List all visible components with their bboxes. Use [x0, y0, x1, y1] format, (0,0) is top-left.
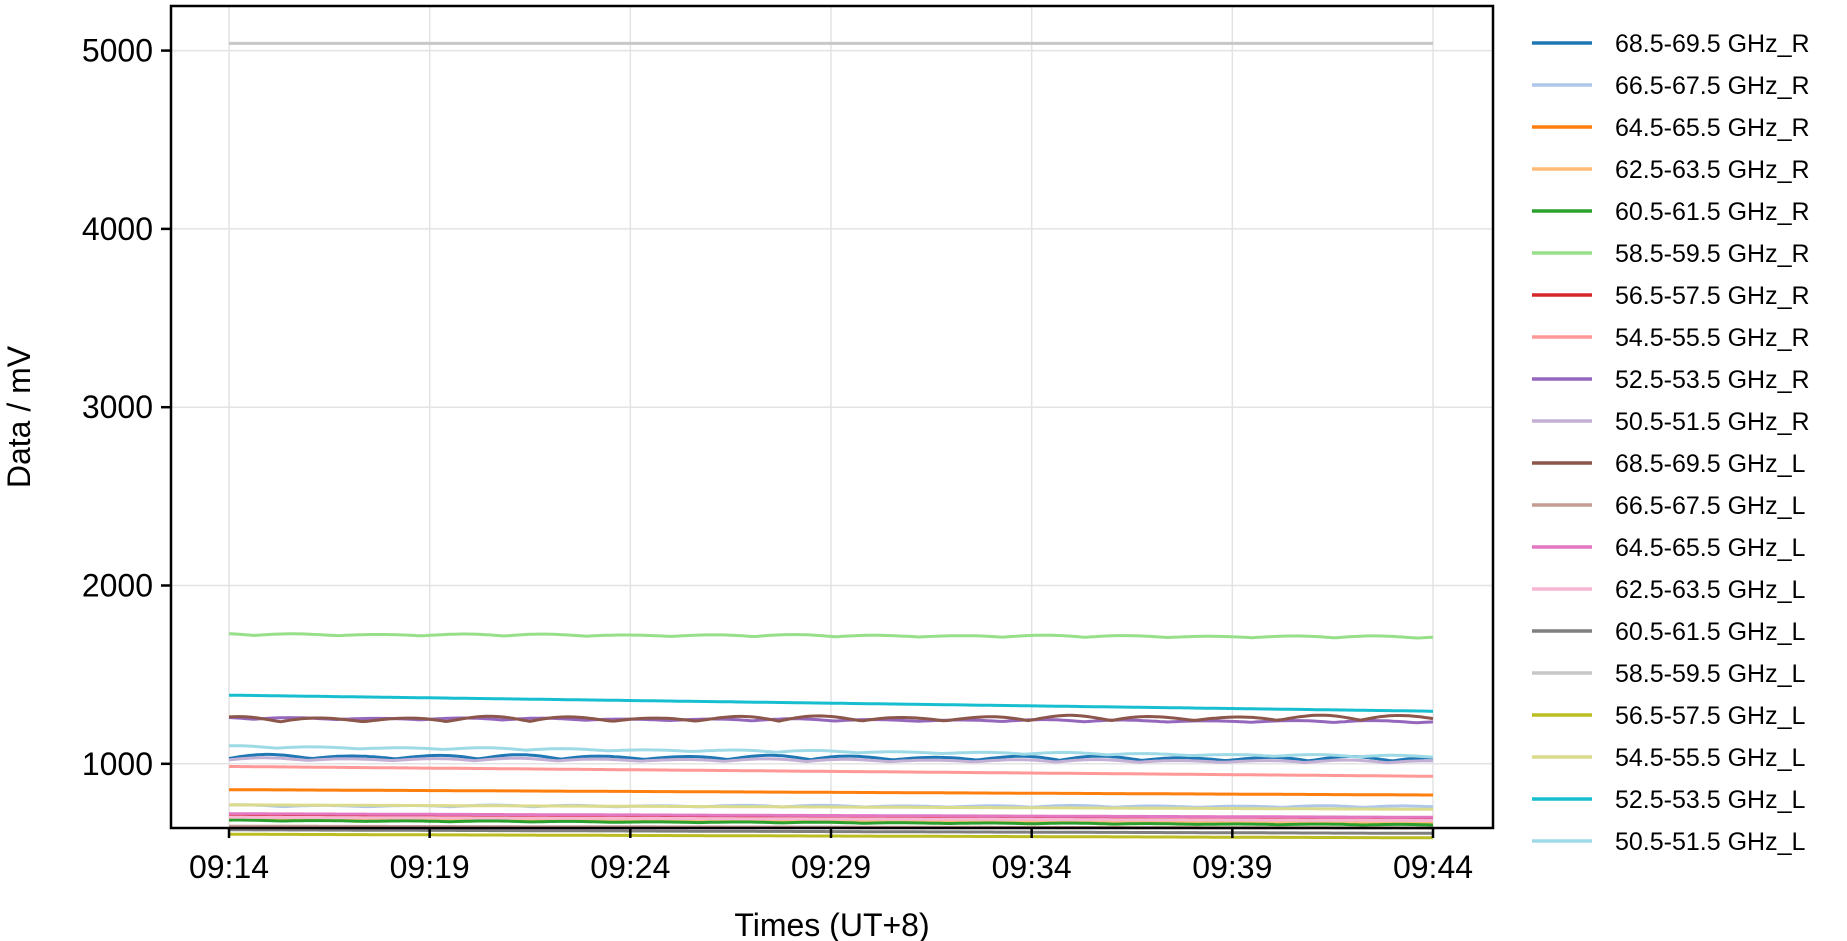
series-line-3: [229, 817, 1433, 824]
legend-label: 52.5-53.5 GHz_L: [1615, 786, 1805, 814]
y-axis-label: Data / mV: [1, 345, 37, 488]
series-line-10: [228, 713, 1434, 724]
y-tick-label: 1000: [82, 746, 153, 782]
legend: 68.5-69.5 GHz_R 66.5-67.5 GHz_R 64.5-65.5 …: [1532, 30, 1810, 856]
series-line-18: [229, 693, 1433, 713]
series-line-19: [229, 744, 1434, 759]
legend-label: 52.5-53.5 GHz_R: [1615, 366, 1810, 394]
y-tick-label: 2000: [82, 568, 153, 604]
x-tick-label: 09:29: [791, 849, 871, 885]
legend-label: 56.5-57.5 GHz_L: [1615, 702, 1805, 730]
legend-label: 66.5-67.5 GHz_R: [1615, 72, 1810, 100]
grid: [171, 6, 1493, 828]
x-tick-label: 09:24: [590, 849, 670, 885]
legend-label: 54.5-55.5 GHz_R: [1615, 324, 1810, 352]
legend-label: 62.5-63.5 GHz_R: [1615, 156, 1810, 184]
x-axis: 09:14 09:19 09:24 09:29 09:34 09:39 09:44: [189, 828, 1473, 885]
x-axis-label: Times (UT+8): [734, 907, 929, 941]
x-tick-label: 09:14: [189, 849, 269, 885]
legend-label: 64.5-65.5 GHz_R: [1615, 114, 1810, 142]
y-tick-label: 5000: [82, 33, 153, 69]
legend-label: 56.5-57.5 GHz_R: [1615, 282, 1810, 310]
series-line-9: [228, 756, 1433, 765]
legend-label: 54.5-55.5 GHz_L: [1615, 744, 1805, 772]
series-line-17: [229, 803, 1433, 811]
legend-label: 50.5-51.5 GHz_R: [1615, 408, 1810, 436]
legend-label: 68.5-69.5 GHz_L: [1615, 450, 1805, 478]
series-line-5: [228, 632, 1434, 640]
series-line-7: [229, 765, 1433, 778]
legend-label: 62.5-63.5 GHz_L: [1615, 576, 1805, 604]
legend-label: 60.5-61.5 GHz_L: [1615, 618, 1805, 646]
series-line-0: [228, 752, 1433, 763]
legend-label: 58.5-59.5 GHz_L: [1615, 660, 1805, 688]
legend-label: 68.5-69.5 GHz_R: [1615, 30, 1810, 58]
legend-label: 64.5-65.5 GHz_L: [1615, 534, 1805, 562]
legend-label: 58.5-59.5 GHz_R: [1615, 240, 1810, 268]
y-axis: 1000 2000 3000 4000 5000: [82, 33, 171, 782]
y-tick-label: 4000: [82, 211, 153, 247]
series-line-12: [229, 812, 1433, 819]
series-line-2: [229, 788, 1433, 797]
series-line-4: [228, 818, 1434, 827]
legend-label: 50.5-51.5 GHz_L: [1615, 828, 1805, 856]
legend-label: 60.5-61.5 GHz_R: [1615, 198, 1810, 226]
x-tick-label: 09:44: [1393, 849, 1473, 885]
x-tick-label: 09:19: [390, 849, 470, 885]
series-line-13: [229, 815, 1433, 822]
y-tick-label: 3000: [82, 389, 153, 425]
legend-label: 66.5-67.5 GHz_L: [1615, 492, 1805, 520]
x-tick-label: 09:39: [1192, 849, 1272, 885]
x-tick-label: 09:34: [992, 849, 1072, 885]
